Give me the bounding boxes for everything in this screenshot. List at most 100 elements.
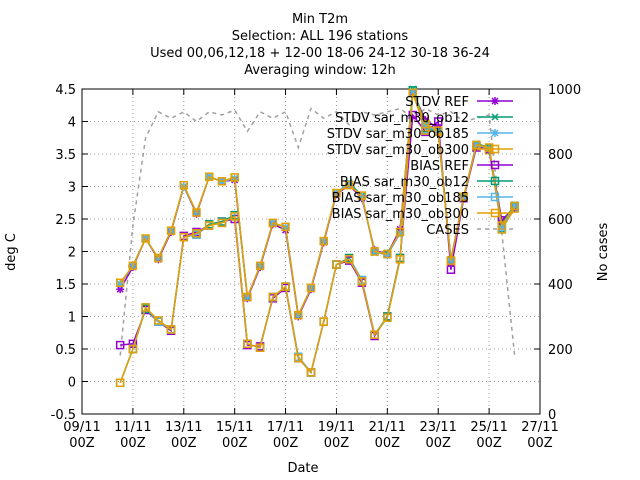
y2-tick-label: 200	[548, 343, 573, 358]
data-point-bias-sar-m30-ob300	[166, 325, 176, 334]
x-tick-label-hour: 00Z	[324, 436, 350, 451]
data-point-stdv-sar-m30-ob300	[319, 236, 328, 246]
y-tick-label: -0.5	[51, 408, 76, 423]
marker-box	[141, 234, 150, 243]
y-tick-label: 2.5	[55, 213, 76, 228]
data-point-stdv-sar-m30-ob300	[192, 208, 201, 217]
marker-box	[166, 325, 176, 334]
data-point-bias-sar-m30-ob300	[128, 344, 138, 354]
data-point-stdv-sar-m30-ob300	[230, 173, 239, 182]
legend-marker	[490, 208, 500, 218]
data-point-bias-sar-m30-ob300	[268, 292, 278, 302]
marker-box	[490, 208, 500, 218]
data-point-bias-sar-m30-ob300	[294, 353, 303, 363]
data-point-stdv-sar-m30-ob300	[332, 188, 341, 198]
x-tick-label-hour: 00Z	[527, 436, 553, 451]
x-tick-label-date: 09/11	[63, 420, 100, 435]
marker-box	[281, 222, 290, 232]
marker-box	[268, 292, 278, 302]
marker-stroke	[491, 113, 499, 121]
data-point-bias-sar-m30-ob300	[344, 255, 354, 264]
data-point-stdv-sar-m30-ob300	[395, 227, 405, 237]
data-point-bias-sar-m30-ob300	[319, 317, 328, 326]
data-point-stdv-sar-m30-ob300	[243, 292, 252, 302]
legend-entry-stdv-sar-m30-ob185: STDV sar_m30_ob185	[327, 127, 513, 142]
marker-box	[281, 282, 290, 291]
series-cases	[119, 107, 516, 356]
marker-box	[370, 247, 379, 256]
data-point-stdv-sar-m30-ob300	[484, 143, 494, 152]
x-axis-label: Date	[287, 461, 318, 476]
marker-box	[490, 144, 500, 154]
data-point-stdv-sar-m30-ob300	[281, 222, 290, 232]
data-point-stdv-sar-m30-ob300	[510, 201, 519, 211]
data-point-bias-sar-m30-ob300	[141, 303, 150, 312]
marker-box	[344, 180, 354, 190]
marker-box	[357, 277, 367, 286]
x-tick-label-hour: 00Z	[476, 436, 502, 451]
data-point-bias-sar-m30-ob300	[154, 316, 163, 325]
data-point-bias-sar-m30-ob185	[115, 378, 125, 388]
y-tick-label: 1	[68, 311, 76, 326]
data-point-stdv-sar-m30-ob300	[370, 247, 379, 256]
x-tick-label-hour: 00Z	[222, 436, 248, 451]
marker-box	[115, 378, 125, 388]
data-point-bias-sar-m30-ob300	[192, 229, 201, 238]
y-tick-label: 1.5	[55, 278, 76, 293]
legend-entry-bias-sar-m30-ob300: BIAS sar_m30_ob300	[332, 207, 513, 222]
marker-box	[217, 218, 227, 228]
legend-entry-bias-sar-m30-ob185: BIAS sar_m30_ob185	[332, 191, 513, 206]
marker-box	[490, 192, 500, 202]
y2-tick-label: 0	[548, 408, 556, 423]
marker-box	[128, 344, 138, 354]
legend-label: BIAS sar_m30_ob185	[332, 191, 469, 206]
data-point-bias-sar-m30-ob300	[217, 218, 227, 228]
data-point-bias-sar-m30-ob300	[357, 277, 367, 286]
marker-box	[472, 140, 481, 150]
marker-box	[370, 330, 379, 339]
title-line-3: Used 00,06,12,18 + 12-00 18-06 24-12 30-…	[150, 46, 490, 61]
legend-marker	[491, 129, 499, 137]
marker-box	[383, 249, 392, 259]
data-point-bias-sar-m30-ob300	[281, 282, 290, 291]
data-point-bias-ref	[115, 340, 125, 350]
marker-box	[154, 253, 163, 263]
data-point-stdv-sar-m30-ob300	[166, 226, 176, 235]
legend-entry-bias-sar-m30-ob12: BIAS sar_m30_ob12	[340, 175, 513, 190]
x-tick-label-date: 19/11	[318, 420, 355, 435]
data-point-stdv-sar-m30-ob300	[433, 126, 443, 135]
data-point-bias-sar-m30-ob300	[370, 330, 379, 339]
marker-box	[344, 255, 354, 264]
x-tick-label-date: 23/11	[419, 420, 456, 435]
data-point-stdv-sar-m30-ob300	[255, 261, 265, 271]
data-point-bias-sar-m30-ob300	[306, 368, 316, 377]
data-point-stdv-sar-m30-ob300	[408, 88, 418, 98]
legend-label: BIAS sar_m30_ob12	[340, 175, 469, 190]
data-point-stdv-sar-m30-ob300	[357, 191, 367, 200]
marker-stroke	[498, 224, 506, 232]
x-tick-label-date: 21/11	[369, 420, 406, 435]
grid	[82, 89, 540, 414]
data-point-stdv-ref	[116, 285, 125, 294]
marker-box	[179, 180, 189, 190]
data-point-bias-sar-m30-ob300	[179, 232, 189, 242]
marker-stroke	[491, 97, 499, 105]
data-point-stdv-sar-m30-ob300	[128, 261, 138, 271]
marker-box	[332, 188, 341, 198]
y2-tick-label: 400	[548, 278, 573, 293]
ticks: 09/1100Z11/1100Z13/1100Z15/1100Z17/1100Z…	[51, 83, 581, 451]
legend-marker	[490, 144, 500, 154]
data-point-bias-sar-m30-ob300	[115, 378, 125, 388]
series-line-stdv-sar-m30-ob300	[119, 92, 516, 318]
data-point-stdv-sar-m30-ob300	[268, 218, 278, 228]
legend-marker	[490, 160, 500, 170]
data-point-stdv-sar-m30-ob300	[344, 180, 354, 190]
marker-box	[192, 208, 201, 217]
data-point-stdv-sar-m30-ob300	[421, 119, 430, 129]
marker-box	[294, 310, 303, 320]
data-point-stdv-sar-m30-ob300	[179, 180, 189, 190]
data-point-stdv-sar-m30-ob300	[154, 253, 163, 263]
marker-box	[408, 110, 418, 120]
marker-box	[255, 261, 265, 271]
